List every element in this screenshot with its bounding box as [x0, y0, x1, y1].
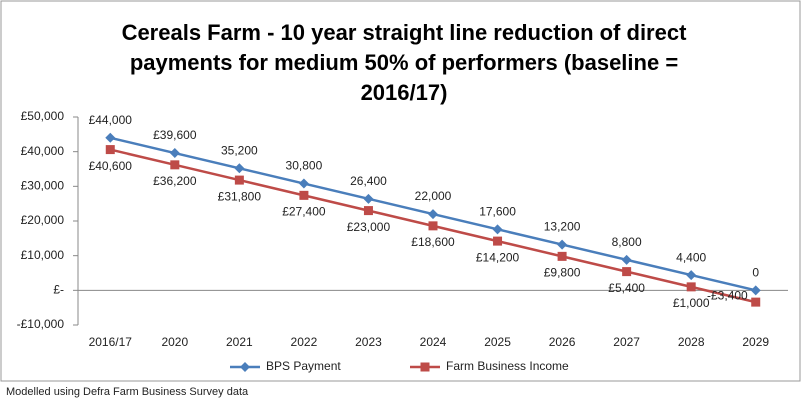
- data-label: £1,000: [673, 296, 710, 310]
- y-tick-label: £40,000: [21, 144, 65, 158]
- data-label: £40,600: [89, 159, 133, 173]
- data-label: £36,200: [153, 174, 197, 188]
- data-label: £9,800: [544, 266, 581, 280]
- legend-label: Farm Business Income: [446, 359, 569, 373]
- marker: [428, 209, 438, 220]
- data-label: 13,200: [544, 220, 581, 234]
- data-label: 22,000: [415, 189, 452, 203]
- data-label: 30,800: [286, 159, 323, 173]
- marker: [105, 145, 115, 155]
- marker: [557, 239, 568, 250]
- data-label: £27,400: [282, 205, 326, 219]
- legend-marker: [240, 362, 250, 372]
- marker: [428, 221, 438, 231]
- data-label: £14,200: [476, 250, 520, 264]
- data-label: £39,600: [153, 128, 197, 142]
- marker: [750, 285, 761, 296]
- marker: [299, 190, 309, 200]
- y-tick-label: £10,000: [21, 248, 65, 262]
- marker: [363, 206, 373, 216]
- data-label: £44,000: [89, 113, 133, 127]
- y-tick-label: -£10,000: [17, 317, 65, 331]
- marker: [170, 160, 180, 170]
- y-tick-label: £20,000: [21, 213, 65, 227]
- marker: [169, 148, 180, 159]
- marker: [686, 282, 696, 292]
- x-tick-label: 2023: [355, 335, 382, 349]
- marker: [751, 297, 761, 307]
- x-tick-label: 2028: [678, 335, 705, 349]
- marker: [234, 163, 245, 174]
- x-tick-label: 2027: [613, 335, 640, 349]
- marker: [492, 224, 503, 235]
- y-tick-label: £50,000: [21, 109, 65, 123]
- chart-title: Cereals Farm - 10 year straight line red…: [121, 20, 687, 105]
- data-label: £31,800: [218, 189, 262, 203]
- data-label: 0: [752, 266, 759, 280]
- marker: [493, 236, 503, 246]
- marker: [686, 270, 697, 281]
- x-tick-label: 2025: [484, 335, 511, 349]
- x-tick-label: 2024: [420, 335, 447, 349]
- y-tick-label: £30,000: [21, 179, 65, 193]
- y-tick-label: £-: [53, 283, 64, 297]
- x-tick-label: 2029: [742, 335, 769, 349]
- x-tick-label: 2021: [226, 335, 253, 349]
- data-label: £23,000: [347, 220, 391, 234]
- marker: [298, 178, 309, 189]
- marker: [622, 267, 632, 277]
- marker: [363, 193, 374, 204]
- x-tick-label: 2026: [549, 335, 576, 349]
- marker: [557, 251, 567, 261]
- legend-label: BPS Payment: [266, 359, 341, 373]
- data-label: £5,400: [608, 281, 645, 295]
- data-label: 26,400: [350, 174, 387, 188]
- data-label: -£3,400: [707, 288, 748, 302]
- data-label: 35,200: [221, 143, 258, 157]
- x-tick-label: 2016/17: [89, 335, 133, 349]
- data-label: 17,600: [479, 204, 516, 218]
- x-tick-label: 2020: [161, 335, 188, 349]
- chart-border: [0, 0, 801, 382]
- marker: [621, 254, 632, 265]
- data-label: £18,600: [411, 235, 455, 249]
- data-label: 4,400: [676, 250, 706, 264]
- legend-marker: [420, 362, 430, 372]
- data-label: 8,800: [612, 235, 642, 249]
- footnote: Modelled using Defra Farm Business Surve…: [6, 386, 249, 398]
- marker: [234, 175, 244, 185]
- x-tick-label: 2022: [291, 335, 318, 349]
- marker: [105, 132, 116, 143]
